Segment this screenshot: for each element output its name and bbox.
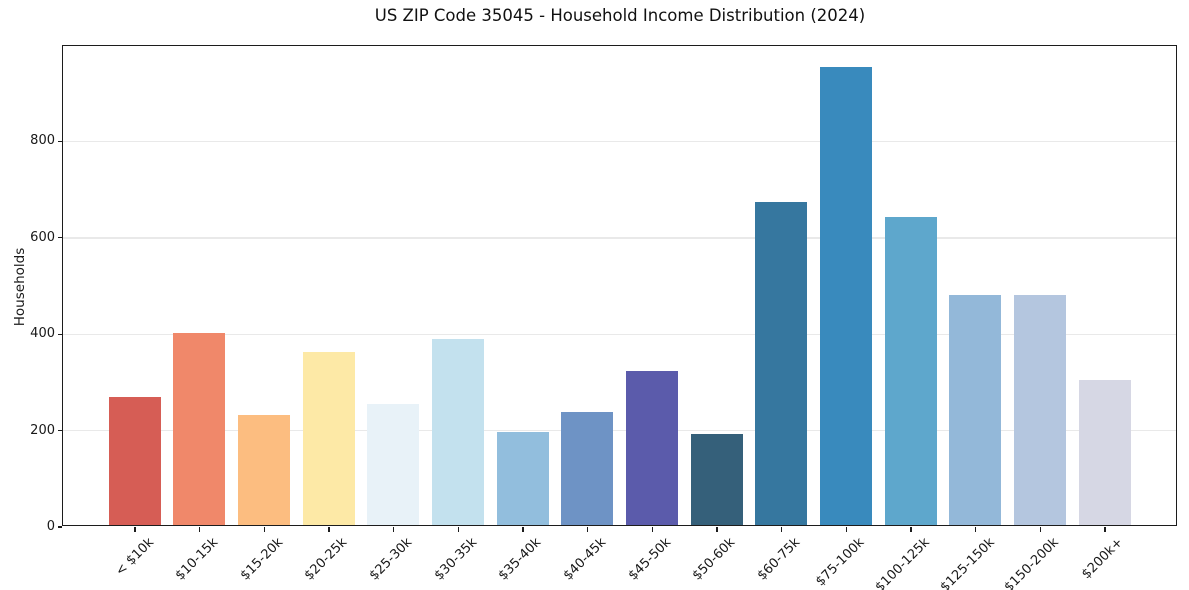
y-tick-label-0: 0 — [46, 519, 55, 534]
x-tick-label-6: $35-40k — [496, 535, 545, 584]
y-tick-mark-600 — [57, 237, 62, 239]
x-tick-mark-9 — [716, 527, 718, 532]
bar--35-40k — [496, 431, 549, 525]
x-tick-mark-4 — [393, 527, 395, 532]
x-tick-label-11: $75-100k — [813, 535, 868, 590]
x-tick-label-10: $60-75k — [754, 535, 804, 584]
gridline-600 — [63, 237, 1176, 239]
gridline-400 — [63, 333, 1176, 335]
x-tick-mark-14 — [1039, 527, 1042, 532]
x-tick-label-8: $45-50k — [625, 535, 674, 584]
x-tick-label-15: $200k+ — [1079, 535, 1127, 583]
x-tick-mark-13 — [975, 527, 977, 532]
bar--40-45k — [561, 412, 614, 525]
x-tick-mark-10 — [781, 527, 783, 532]
chart-title: US ZIP Code 35045 - Household Income Dis… — [374, 6, 866, 25]
x-tick-label-13: $125-150k — [937, 535, 998, 590]
x-tick-label-14: $150-200k — [1001, 535, 1062, 590]
y-tick-mark-200 — [57, 430, 62, 432]
y-tick-label-600: 600 — [30, 229, 55, 245]
x-tick-label-12: $100-125k — [872, 535, 933, 590]
x-tick-mark-11 — [845, 527, 848, 532]
x-tick-label-2: $15-20k — [237, 535, 286, 584]
bar--125-150k — [949, 295, 1002, 525]
y-axis-label: Households — [12, 247, 28, 327]
x-tick-mark-6 — [522, 527, 524, 532]
x-tick-mark-8 — [651, 527, 654, 532]
bar--20-25k — [302, 351, 355, 525]
x-tick-mark-5 — [457, 527, 460, 532]
x-tick-mark-12 — [910, 527, 912, 532]
y-tick-label-200: 200 — [30, 422, 55, 438]
bar--25-30k — [367, 403, 420, 525]
bar--100-125k — [884, 216, 937, 525]
x-tick-mark-7 — [587, 527, 589, 532]
plot-area — [62, 45, 1177, 526]
x-tick-mark-3 — [328, 527, 330, 532]
y-tick-label-400: 400 — [30, 326, 55, 342]
x-tick-label-5: $30-35k — [431, 535, 480, 584]
bar--10-15k — [173, 333, 226, 525]
gridline-200 — [63, 430, 1176, 432]
x-tick-mark-2 — [263, 527, 266, 532]
gridline-800 — [63, 140, 1176, 143]
bar--200k- — [1078, 380, 1131, 525]
x-tick-label-3: $20-25k — [302, 535, 351, 584]
bar--45-50k — [625, 371, 678, 525]
x-tick-mark-1 — [199, 527, 201, 532]
y-tick-mark-0 — [57, 526, 62, 528]
x-tick-mark-15 — [1104, 527, 1106, 532]
bar--60-75k — [755, 202, 808, 525]
x-tick-label-4: $25-30k — [366, 535, 416, 584]
x-tick-label-1: $10-15k — [172, 535, 222, 584]
bar--50-60k — [690, 433, 743, 525]
bar--30-35k — [431, 338, 484, 525]
bar--75-100k — [819, 66, 872, 525]
y-tick-mark-800 — [57, 140, 62, 143]
bar--10k — [108, 397, 161, 525]
y-tick-mark-400 — [57, 333, 62, 335]
x-tick-label-9: $50-60k — [690, 535, 739, 584]
x-tick-mark-0 — [134, 527, 136, 532]
x-tick-label-7: $40-45k — [560, 535, 610, 584]
x-tick-label-0: < $10k — [112, 535, 157, 580]
bar--150-200k — [1013, 295, 1066, 525]
y-tick-label-800: 800 — [30, 133, 55, 149]
bar--15-20k — [237, 414, 290, 525]
